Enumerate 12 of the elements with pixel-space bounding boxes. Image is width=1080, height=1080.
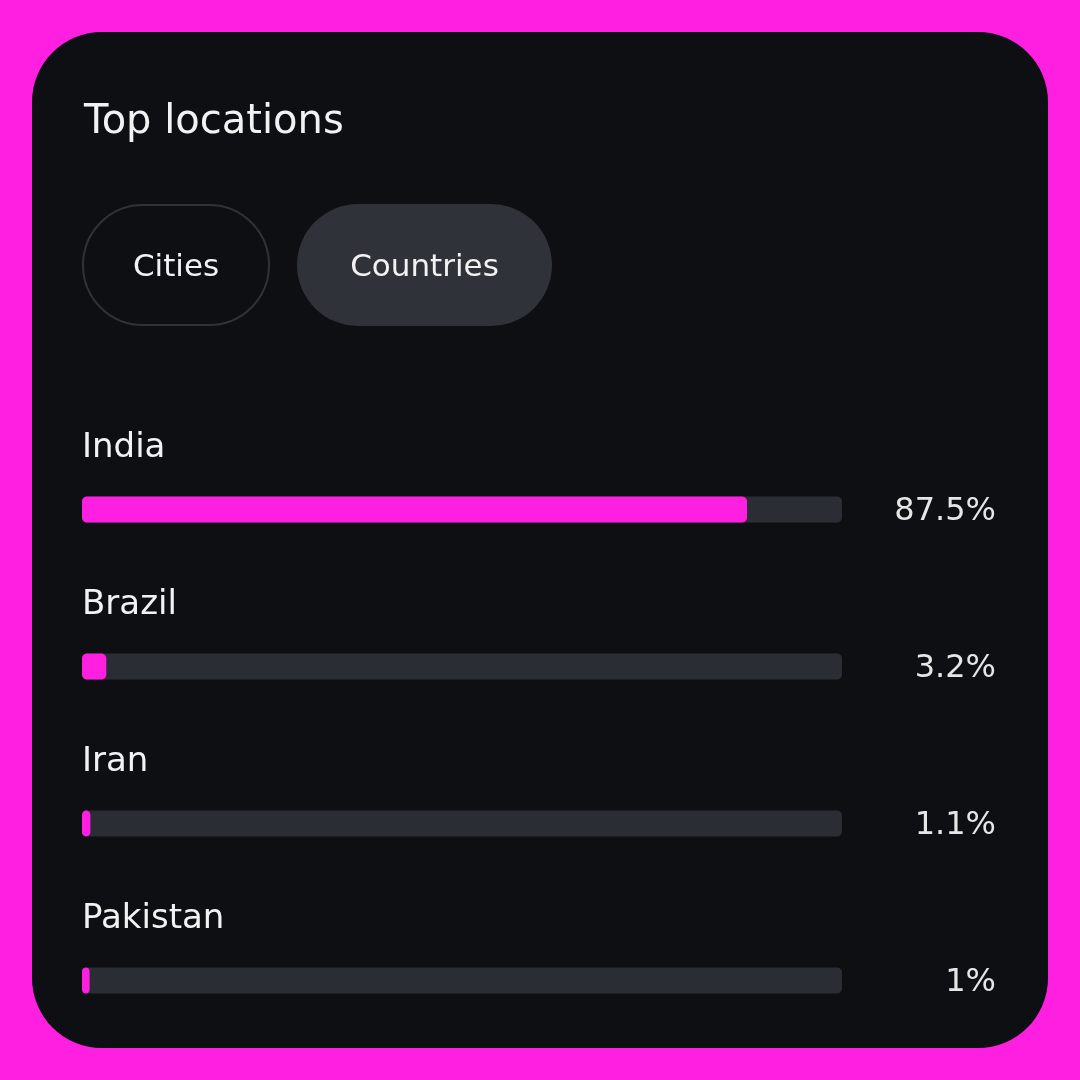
chart-title: Top locations xyxy=(84,96,344,142)
y-tick-label: Pakistan xyxy=(82,895,225,936)
tab-button: Countries xyxy=(297,204,552,326)
y-tick-label: Brazil xyxy=(82,581,177,622)
data-label: 3.2% xyxy=(914,646,996,685)
data-label: 1.1% xyxy=(914,803,996,842)
data-label: 87.5% xyxy=(894,489,996,528)
y-tick-label: Iran xyxy=(82,738,149,779)
data-label: 1% xyxy=(945,960,996,999)
bar xyxy=(82,653,107,680)
tab-button: Cities xyxy=(82,204,270,326)
y-tick-label: India xyxy=(82,424,166,465)
